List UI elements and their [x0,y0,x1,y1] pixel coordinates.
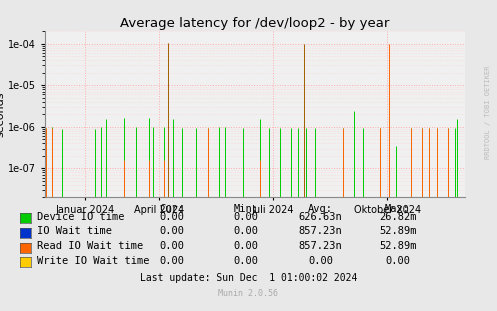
Text: 857.23n: 857.23n [299,226,342,236]
Text: Max:: Max: [385,204,410,214]
Text: 52.89m: 52.89m [379,241,416,251]
Text: Min:: Min: [234,204,258,214]
Text: Avg:: Avg: [308,204,333,214]
Text: 857.23n: 857.23n [299,241,342,251]
Text: 0.00: 0.00 [159,241,184,251]
Text: Last update: Sun Dec  1 01:00:02 2024: Last update: Sun Dec 1 01:00:02 2024 [140,273,357,283]
Text: Cur:: Cur: [159,204,184,214]
Text: 0.00: 0.00 [159,212,184,222]
Text: RRDTOOL / TOBI OETIKER: RRDTOOL / TOBI OETIKER [485,65,491,159]
Text: IO Wait time: IO Wait time [37,226,112,236]
Text: Device IO time: Device IO time [37,212,125,222]
Text: 0.00: 0.00 [234,212,258,222]
Text: 626.63n: 626.63n [299,212,342,222]
Text: Write IO Wait time: Write IO Wait time [37,256,150,266]
Text: 52.89m: 52.89m [379,226,416,236]
Y-axis label: seconds: seconds [0,91,5,137]
Text: 0.00: 0.00 [234,256,258,266]
Title: Average latency for /dev/loop2 - by year: Average latency for /dev/loop2 - by year [120,17,390,30]
Text: Read IO Wait time: Read IO Wait time [37,241,144,251]
Text: 0.00: 0.00 [385,256,410,266]
Text: 0.00: 0.00 [159,256,184,266]
Text: 0.00: 0.00 [234,226,258,236]
Text: 0.00: 0.00 [159,226,184,236]
Text: 26.82m: 26.82m [379,212,416,222]
Text: 0.00: 0.00 [234,241,258,251]
Text: Munin 2.0.56: Munin 2.0.56 [219,290,278,298]
Text: 0.00: 0.00 [308,256,333,266]
